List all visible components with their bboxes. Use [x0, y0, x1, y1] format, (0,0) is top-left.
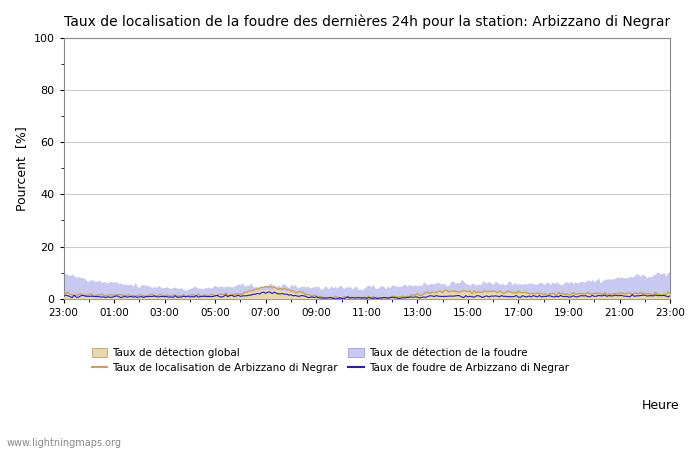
Text: Heure: Heure: [641, 399, 679, 412]
Text: www.lightningmaps.org: www.lightningmaps.org: [7, 438, 122, 448]
Y-axis label: Pourcent  [%]: Pourcent [%]: [15, 126, 28, 211]
Legend: Taux de détection global, Taux de localisation de Arbizzano di Negrar, Taux de d: Taux de détection global, Taux de locali…: [88, 343, 573, 377]
Title: Taux de localisation de la foudre des dernières 24h pour la station: Arbizzano d: Taux de localisation de la foudre des de…: [64, 15, 670, 30]
